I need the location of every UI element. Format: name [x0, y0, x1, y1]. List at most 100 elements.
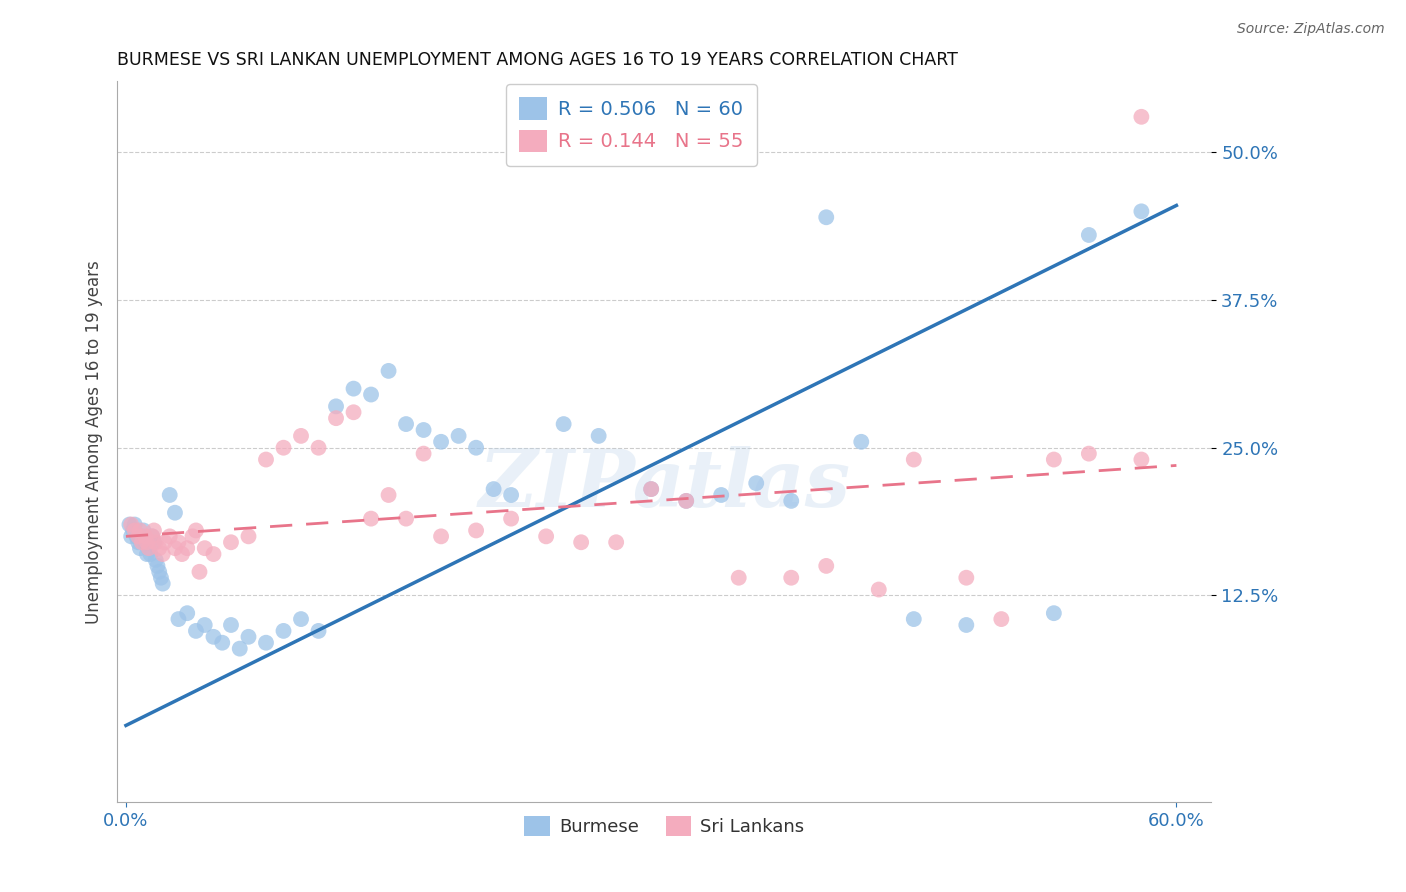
- Point: [1130, 110, 1153, 124]
- Text: Source: ZipAtlas.com: Source: ZipAtlas.com: [1237, 22, 1385, 37]
- Point: [167, 535, 190, 549]
- Point: [447, 429, 470, 443]
- Point: [145, 553, 167, 567]
- Point: [124, 524, 146, 538]
- Point: [184, 524, 207, 538]
- Point: [153, 535, 176, 549]
- Point: [903, 612, 925, 626]
- Point: [163, 541, 186, 556]
- Point: [176, 541, 198, 556]
- Point: [325, 411, 347, 425]
- Point: [134, 529, 156, 543]
- Point: [815, 211, 838, 225]
- Point: [194, 618, 217, 632]
- Point: [148, 541, 170, 556]
- Point: [152, 576, 174, 591]
- Point: [219, 535, 242, 549]
- Point: [167, 612, 190, 626]
- Point: [308, 441, 330, 455]
- Point: [152, 547, 174, 561]
- Point: [129, 541, 152, 556]
- Point: [745, 476, 768, 491]
- Point: [136, 547, 159, 561]
- Point: [903, 452, 925, 467]
- Point: [342, 405, 364, 419]
- Point: [325, 400, 347, 414]
- Point: [122, 524, 145, 538]
- Point: [120, 529, 142, 543]
- Point: [955, 618, 977, 632]
- Point: [149, 571, 172, 585]
- Y-axis label: Unemployment Among Ages 16 to 19 years: Unemployment Among Ages 16 to 19 years: [86, 260, 103, 624]
- Point: [120, 517, 142, 532]
- Point: [188, 565, 211, 579]
- Point: [131, 529, 153, 543]
- Point: [127, 535, 149, 549]
- Point: [569, 535, 592, 549]
- Point: [176, 606, 198, 620]
- Point: [136, 535, 159, 549]
- Point: [146, 558, 169, 573]
- Point: [780, 494, 803, 508]
- Point: [430, 529, 453, 543]
- Point: [710, 488, 733, 502]
- Point: [202, 630, 225, 644]
- Text: ZIPatlas: ZIPatlas: [478, 446, 851, 524]
- Legend: Burmese, Sri Lankans: Burmese, Sri Lankans: [517, 808, 811, 844]
- Point: [290, 612, 312, 626]
- Point: [412, 447, 434, 461]
- Point: [273, 624, 295, 638]
- Point: [1130, 204, 1153, 219]
- Point: [360, 387, 382, 401]
- Point: [360, 511, 382, 525]
- Point: [229, 641, 252, 656]
- Point: [141, 529, 163, 543]
- Point: [124, 517, 146, 532]
- Point: [134, 535, 156, 549]
- Point: [254, 636, 277, 650]
- Point: [990, 612, 1012, 626]
- Point: [138, 541, 160, 556]
- Point: [273, 441, 295, 455]
- Point: [395, 511, 418, 525]
- Point: [868, 582, 890, 597]
- Point: [131, 535, 153, 549]
- Point: [1043, 606, 1066, 620]
- Point: [640, 482, 662, 496]
- Point: [202, 547, 225, 561]
- Point: [219, 618, 242, 632]
- Point: [553, 417, 575, 431]
- Point: [129, 524, 152, 538]
- Point: [159, 529, 181, 543]
- Point: [395, 417, 418, 431]
- Point: [815, 558, 838, 573]
- Point: [1077, 447, 1099, 461]
- Point: [170, 547, 193, 561]
- Text: BURMESE VS SRI LANKAN UNEMPLOYMENT AMONG AGES 16 TO 19 YEARS CORRELATION CHART: BURMESE VS SRI LANKAN UNEMPLOYMENT AMONG…: [117, 51, 957, 69]
- Point: [159, 488, 181, 502]
- Point: [132, 524, 155, 538]
- Point: [605, 535, 627, 549]
- Point: [675, 494, 697, 508]
- Point: [163, 506, 186, 520]
- Point: [588, 429, 610, 443]
- Point: [127, 529, 149, 543]
- Point: [780, 571, 803, 585]
- Point: [342, 382, 364, 396]
- Point: [145, 535, 167, 549]
- Point: [184, 624, 207, 638]
- Point: [675, 494, 697, 508]
- Point: [465, 524, 488, 538]
- Point: [465, 441, 488, 455]
- Point: [534, 529, 557, 543]
- Point: [211, 636, 233, 650]
- Point: [640, 482, 662, 496]
- Point: [290, 429, 312, 443]
- Point: [181, 529, 204, 543]
- Point: [148, 565, 170, 579]
- Point: [377, 488, 399, 502]
- Point: [254, 452, 277, 467]
- Point: [138, 541, 160, 556]
- Point: [377, 364, 399, 378]
- Point: [727, 571, 749, 585]
